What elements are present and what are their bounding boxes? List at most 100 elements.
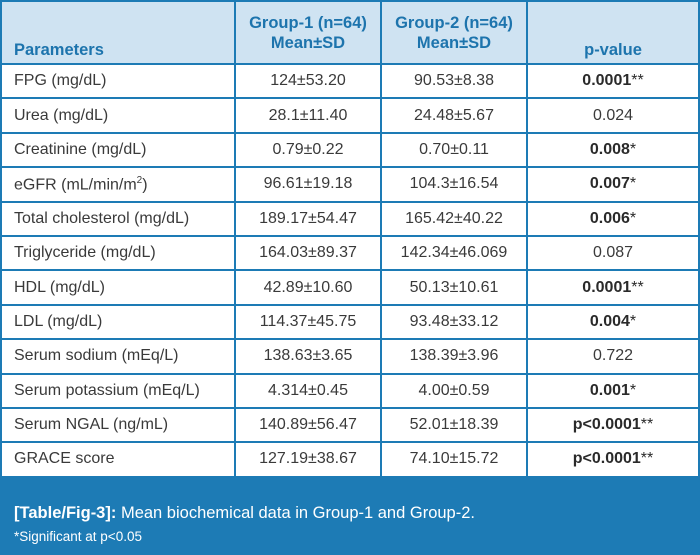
- significance-marker: *: [629, 209, 637, 227]
- table-row: GRACE score 127.19±38.67 74.10±15.72 p<0.00…: [2, 443, 698, 476]
- table-row: Serum sodium (mEq/L) 138.63±3.65 138.39±3.…: [2, 340, 698, 373]
- cell-p-value: 0.001*: [528, 374, 698, 407]
- table-row: FPG (mg/dL) 124±53.20 90.53±8.38 0.0001**: [2, 65, 698, 98]
- table-row: Total cholesterol (mg/dL) 189.17±54.47 165…: [2, 202, 698, 235]
- parameter-name: LDL (mg/dL): [14, 312, 103, 330]
- parameter-name: Serum NGAL (ng/mL): [14, 416, 169, 434]
- significance-marker: **: [631, 72, 644, 90]
- header-parameters: Parameters: [2, 2, 234, 63]
- cell-p-value: 0.0001**: [528, 65, 698, 98]
- cell-group-1-value: 189.17±54.47: [236, 202, 380, 235]
- caption-label: [Table/Fig-3]:: [14, 504, 117, 522]
- cell-group-1-value: 124±53.20: [236, 65, 380, 98]
- p-value-number: 0.087: [592, 244, 634, 262]
- significance-marker: **: [631, 278, 644, 296]
- table-row: HDL (mg/dL) 42.89±10.60 50.13±10.61 0.0001*…: [2, 271, 698, 304]
- parameter-name: GRACE score: [14, 450, 115, 468]
- cell-parameter: Urea (mg/dL): [2, 99, 234, 132]
- cell-parameter: Creatinine (mg/dL): [2, 133, 234, 167]
- header-row: Parameters Group-1 (n=64) Mean±SD Group-…: [2, 2, 698, 63]
- cell-group-2-value: 90.53±8.38: [382, 65, 526, 98]
- header-group-2-title: Group-2 (n=64): [395, 13, 513, 32]
- cell-p-value: p<0.0001**: [528, 443, 698, 476]
- cell-p-value: 0.006*: [528, 202, 698, 235]
- cell-p-value: 0.0001**: [528, 271, 698, 304]
- cell-p-value: 0.007*: [528, 168, 698, 201]
- cell-parameter: Serum sodium (mEq/L): [2, 340, 234, 373]
- p-value-number: 0.024: [592, 106, 634, 124]
- parameter-name: Serum potassium (mEq/L): [14, 381, 200, 399]
- table-row: eGFR (mL/min/m2) 96.61±19.18 104.3±16.54 0.…: [2, 168, 698, 201]
- caption-text: Mean biochemical data in Group-1 and Gro…: [116, 504, 475, 522]
- cell-group-1-value: 4.314±0.45: [236, 374, 380, 407]
- p-value-number: 0.004: [589, 312, 630, 330]
- cell-group-2-value: 74.10±15.72: [382, 443, 526, 476]
- caption-footnote: *Significant at p<0.05: [14, 529, 142, 544]
- table-row: Serum NGAL (ng/mL) 140.89±56.47 52.01±18.3…: [2, 408, 698, 442]
- cell-p-value: 0.004*: [528, 305, 698, 339]
- cell-group-1-value: 42.89±10.60: [236, 271, 380, 304]
- parameter-name: Total cholesterol (mg/dL): [14, 209, 190, 227]
- parameter-name: Serum sodium (mEq/L): [14, 347, 179, 365]
- significance-marker: *: [629, 312, 637, 330]
- cell-parameter: LDL (mg/dL): [2, 305, 234, 339]
- cell-parameter: HDL (mg/dL): [2, 271, 234, 304]
- parameter-name: FPG (mg/dL): [14, 72, 107, 90]
- table-row: Urea (mg/dL) 28.1±11.40 24.48±5.67 0.024: [2, 99, 698, 132]
- cell-group-2-value: 4.00±0.59: [382, 374, 526, 407]
- p-value-number: p<0.0001: [572, 416, 641, 434]
- cell-group-1-value: 114.37±45.75: [236, 305, 380, 339]
- parameter-name: Triglyceride (mg/dL): [14, 244, 156, 262]
- table-body: FPG (mg/dL) 124±53.20 90.53±8.38 0.0001** Ur…: [2, 65, 698, 476]
- p-value-number: p<0.0001: [572, 450, 641, 468]
- cell-parameter: Serum potassium (mEq/L): [2, 374, 234, 407]
- cell-group-1-value: 0.79±0.22: [236, 133, 380, 167]
- significance-marker: *: [629, 381, 637, 399]
- table-row: LDL (mg/dL) 114.37±45.75 93.48±33.12 0.004*: [2, 305, 698, 339]
- cell-parameter: FPG (mg/dL): [2, 65, 234, 98]
- p-value-number: 0.008: [589, 140, 630, 158]
- caption-line: [Table/Fig-3]: Mean biochemical data in …: [14, 504, 475, 523]
- significance-marker: **: [640, 416, 654, 434]
- p-value-number: 0.0001: [582, 72, 632, 90]
- cell-group-2-value: 50.13±10.61: [382, 271, 526, 304]
- cell-p-value: 0.722: [528, 340, 698, 373]
- p-value-number: 0.722: [592, 347, 634, 365]
- parameter-name: Creatinine (mg/dL): [14, 140, 147, 158]
- table-row: Triglyceride (mg/dL) 164.03±89.37 142.34±4…: [2, 236, 698, 270]
- p-value-number: 0.001: [589, 381, 630, 399]
- cell-group-2-value: 165.42±40.22: [382, 202, 526, 235]
- parameter-name: Urea (mg/dL): [14, 106, 109, 124]
- cell-group-2-value: 142.34±46.069: [382, 236, 526, 270]
- cell-group-2-value: 93.48±33.12: [382, 305, 526, 339]
- cell-p-value: p<0.0001**: [528, 408, 698, 442]
- cell-group-2-value: 104.3±16.54: [382, 168, 526, 201]
- cell-group-1-value: 140.89±56.47: [236, 408, 380, 442]
- cell-parameter: GRACE score: [2, 443, 234, 476]
- cell-group-1-value: 127.19±38.67: [236, 443, 380, 476]
- p-value-number: 0.007: [589, 175, 630, 193]
- cell-parameter: eGFR (mL/min/m2): [2, 168, 234, 201]
- header-group-1: Group-1 (n=64) Mean±SD: [236, 2, 380, 63]
- parameter-name-tail: ): [142, 176, 148, 194]
- significance-marker: **: [640, 450, 654, 468]
- cell-p-value: 0.008*: [528, 133, 698, 167]
- cell-group-1-value: 164.03±89.37: [236, 236, 380, 270]
- figure-caption: [Table/Fig-3]: Mean biochemical data in …: [0, 494, 700, 555]
- biochemical-data-table: Parameters Group-1 (n=64) Mean±SD Group-…: [0, 0, 700, 478]
- p-value-number: 0.006: [589, 209, 630, 227]
- cell-group-2-value: 0.70±0.11: [382, 133, 526, 167]
- p-value-number: 0.0001: [582, 278, 632, 296]
- header-group-2-subtitle: Mean±SD: [416, 33, 492, 52]
- parameter-superscript: 2: [136, 174, 143, 186]
- significance-marker: *: [629, 140, 637, 158]
- header-group-1-title: Group-1 (n=64): [249, 13, 367, 32]
- cell-group-1-value: 96.61±19.18: [236, 168, 380, 201]
- cell-p-value: 0.024: [528, 99, 698, 132]
- table-row: Serum potassium (mEq/L) 4.314±0.45 4.00±0.…: [2, 374, 698, 407]
- table-row: Creatinine (mg/dL) 0.79±0.22 0.70±0.11 0.00…: [2, 133, 698, 167]
- cell-group-2-value: 24.48±5.67: [382, 99, 526, 132]
- parameter-name: eGFR (mL/min/m: [14, 176, 137, 194]
- cell-group-2-value: 138.39±3.96: [382, 340, 526, 373]
